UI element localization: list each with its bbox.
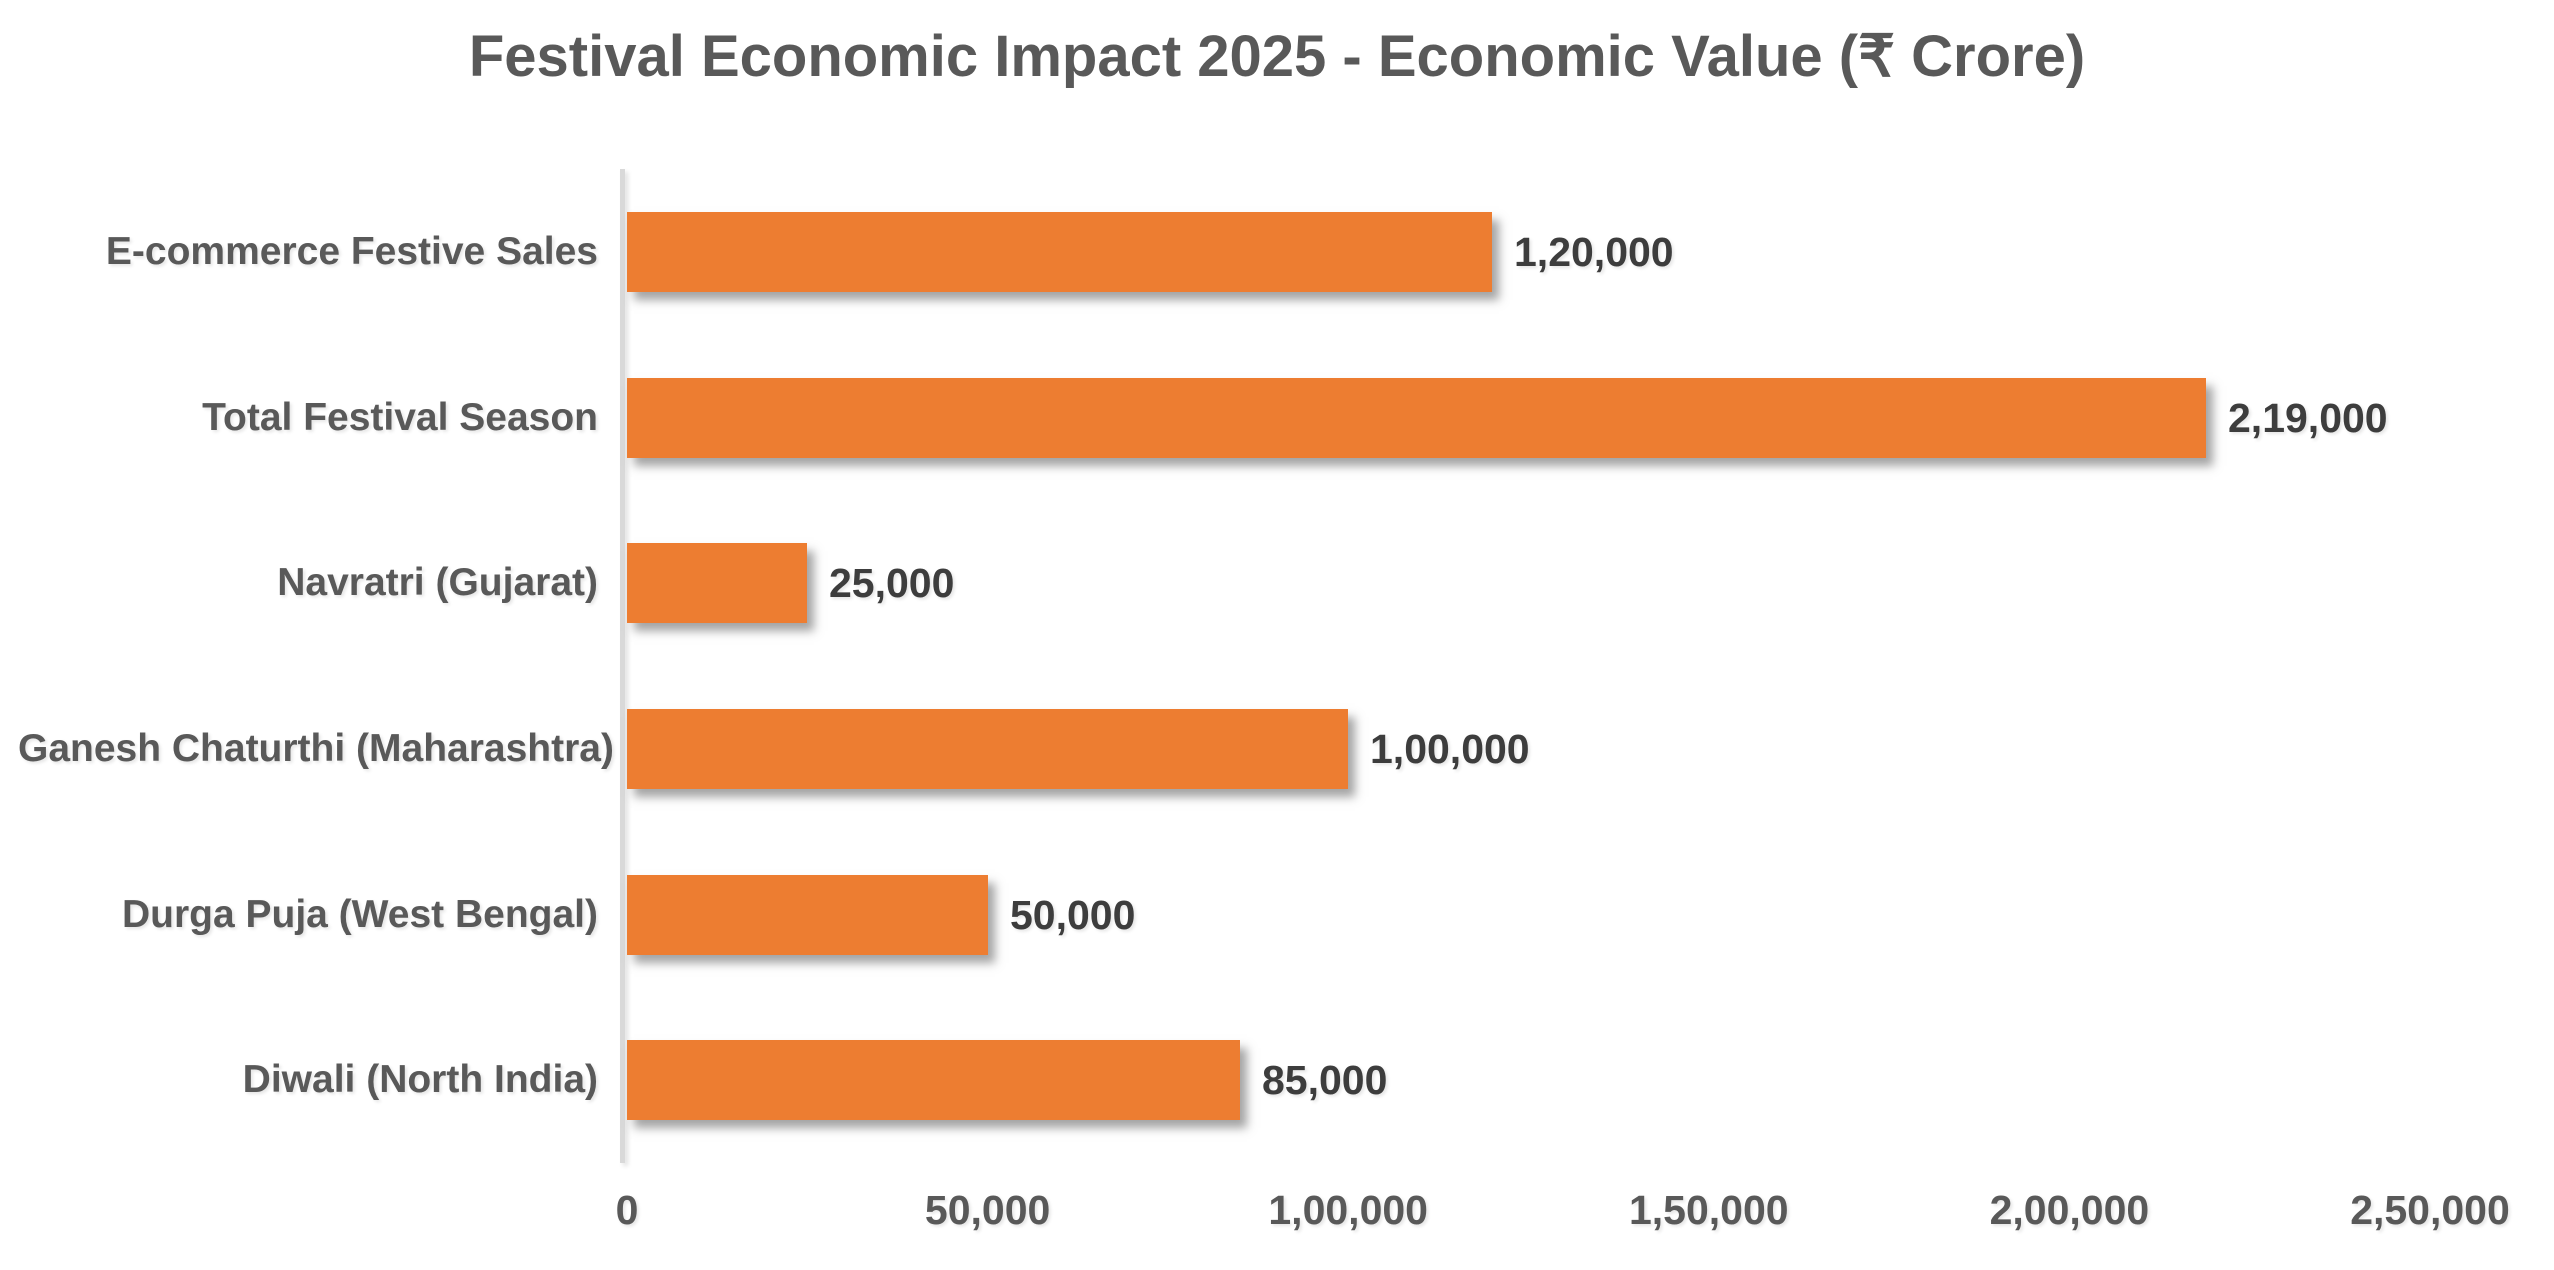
bar: [627, 708, 1348, 789]
x-axis-tick-label: 50,000: [924, 1187, 1051, 1233]
category-label: Total Festival Season: [202, 395, 598, 439]
x-axis-tick-label: 2,00,000: [1989, 1187, 2150, 1233]
category-label: Navratri (Gujarat): [277, 561, 598, 605]
bar: [627, 211, 1492, 292]
data-label: 25,000: [829, 560, 955, 607]
data-label: 85,000: [1262, 1057, 1388, 1104]
data-label: 1,20,000: [1514, 228, 1674, 275]
x-axis-tick-label: 1,00,000: [1268, 1187, 1428, 1233]
x-axis-tick-label: 0: [615, 1187, 639, 1233]
bar: [627, 874, 988, 955]
category-label: Ganesh Chaturthi (Maharashtra): [18, 726, 614, 770]
data-label: 50,000: [1010, 891, 1136, 938]
chart-title: Festival Economic Impact 2025 - Economic…: [468, 24, 2086, 89]
data-label: 1,00,000: [1370, 725, 1530, 772]
bar: [627, 543, 807, 624]
category-label: Durga Puja (West Bengal): [121, 892, 598, 936]
x-axis-tick-label: 2,50,000: [2350, 1187, 2510, 1233]
data-label: 2,19,000: [2228, 394, 2388, 441]
category-label: Diwali (North India): [242, 1058, 598, 1102]
value-axis-line: [620, 169, 625, 1163]
bar: [627, 1040, 1240, 1121]
bar: [627, 377, 2206, 458]
x-axis-tick-label: 1,50,000: [1628, 1187, 1789, 1233]
category-label: E-commerce Festive Sales: [105, 229, 598, 273]
